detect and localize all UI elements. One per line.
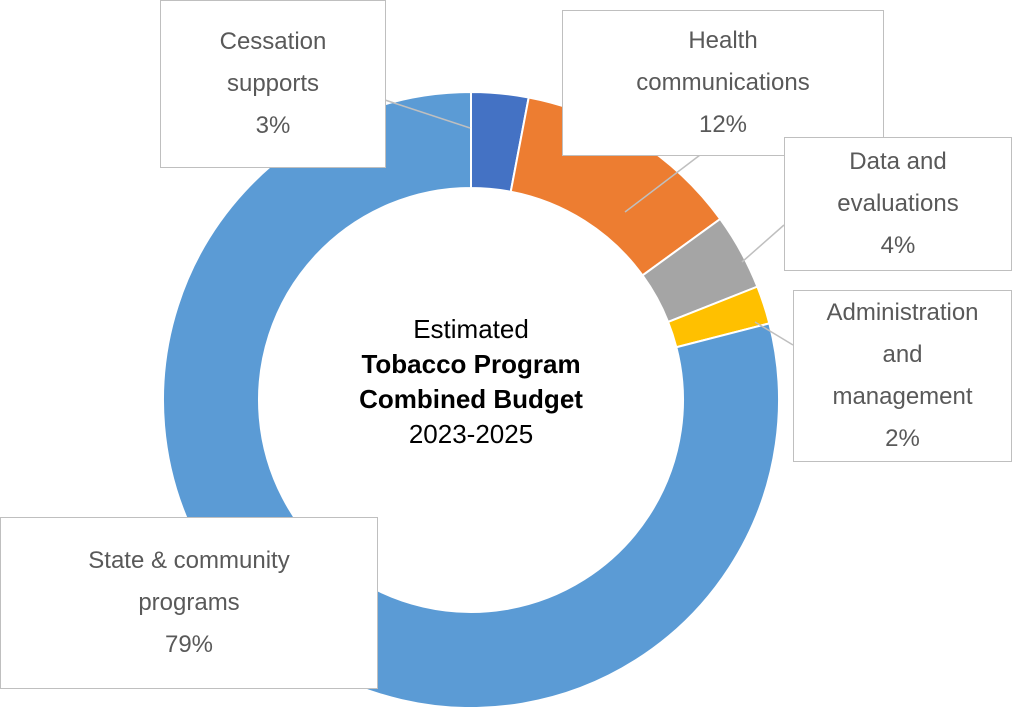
category-label: State & community programs xyxy=(88,547,290,616)
leader-line xyxy=(754,321,794,346)
data-label: Administration and management 2% xyxy=(793,290,1012,462)
data-label: Health communications 12% xyxy=(562,10,884,156)
leader-line xyxy=(624,154,701,213)
center-label: Estimated Tobacco Program Combined Budge… xyxy=(321,312,621,452)
center-line: 2023-2025 xyxy=(408,419,534,449)
value-label: 2% xyxy=(885,425,920,452)
data-label: State & community programs 79% xyxy=(0,517,378,689)
value-label: 4% xyxy=(880,232,916,259)
category-label: Data and evaluations xyxy=(837,148,959,217)
center-line: Combined Budget xyxy=(359,384,583,414)
leader-line xyxy=(741,224,785,263)
center-line: Estimated xyxy=(413,314,529,344)
category-label: Administration and management xyxy=(826,299,979,410)
center-line: Tobacco Program xyxy=(361,349,581,379)
value-label: 12% xyxy=(698,111,748,138)
value-label: 79% xyxy=(164,631,214,658)
data-label: Cessation supports 3% xyxy=(160,0,386,168)
category-label: Health communications xyxy=(636,27,810,96)
category-label: Cessation supports xyxy=(219,28,327,97)
leader-line xyxy=(384,99,471,129)
data-label: Data and evaluations 4% xyxy=(784,137,1012,271)
value-label: 3% xyxy=(255,112,291,139)
